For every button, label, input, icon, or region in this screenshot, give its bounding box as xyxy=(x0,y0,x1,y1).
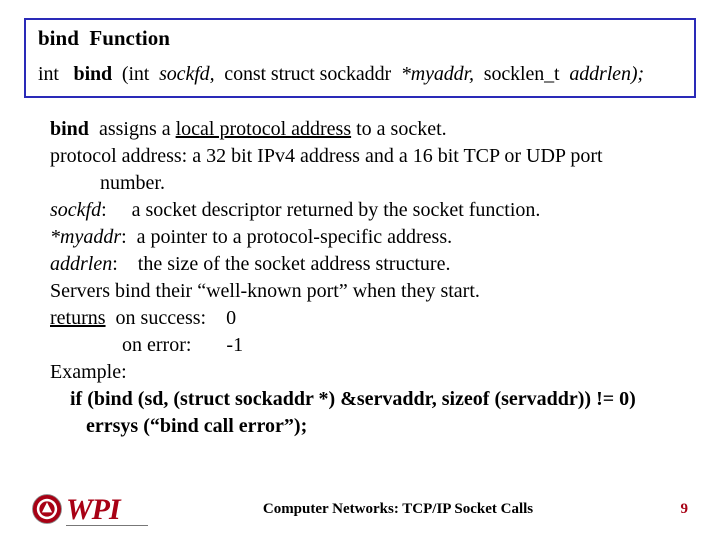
wpi-text: WPI xyxy=(66,493,148,527)
logo-wrap: WPI xyxy=(30,492,148,526)
l3-param: sockfd xyxy=(50,199,101,221)
l11-text: errsys (“bind call error”); xyxy=(86,415,307,437)
sig-mid2: socklen_t xyxy=(484,63,560,85)
line-10: if (bind (sd, (struct sockaddr *) &serva… xyxy=(50,386,696,413)
l7-u: returns xyxy=(50,307,106,329)
line-8: on error: -1 xyxy=(50,332,696,359)
function-signature: int bind (int sockfd, const struct socka… xyxy=(38,63,682,86)
footer-title: Computer Networks: TCP/IP Socket Calls xyxy=(148,501,648,518)
l6-b: bind xyxy=(115,280,151,302)
sig-mid1: const struct sockaddr xyxy=(224,63,391,85)
sig-open: (int xyxy=(122,63,149,85)
wpi-text-block: WPI xyxy=(66,493,148,526)
sig-fn: bind xyxy=(74,63,113,85)
body-content: bind assigns a local protocol address to… xyxy=(24,116,696,440)
l7-a: on success: 0 xyxy=(106,307,237,329)
sig-arg2: *myaddr, xyxy=(401,63,474,85)
l4-desc: : a pointer to a protocol-specific addre… xyxy=(121,226,452,248)
slide-container: bind Function int bind (int sockfd, cons… xyxy=(0,0,720,540)
l4-param: *myaddr xyxy=(50,226,121,248)
line-2b: number. xyxy=(50,170,696,197)
l5-desc: : the size of the socket address structu… xyxy=(112,253,450,275)
sig-ret: int xyxy=(38,63,59,85)
fn-name: bind xyxy=(38,26,79,50)
l5-param: addrlen xyxy=(50,253,112,275)
line-2: protocol address: a 32 bit IPv4 address … xyxy=(50,143,696,170)
fn-word-text: Function xyxy=(89,26,170,50)
l1-underline: local protocol address xyxy=(176,118,352,140)
line-6: Servers bind their “well-known port” whe… xyxy=(50,278,696,305)
l10-text: if (bind (sd, (struct sockaddr *) &serva… xyxy=(70,388,636,410)
l6-a: Servers xyxy=(50,280,115,302)
wpi-seal-icon xyxy=(30,492,64,526)
function-title-line: bind Function xyxy=(38,26,682,51)
line-9: Example: xyxy=(50,359,696,386)
page-number: 9 xyxy=(648,501,688,518)
sig-arg1: sockfd, xyxy=(159,63,214,85)
slide-footer: WPI Computer Networks: TCP/IP Socket Cal… xyxy=(0,492,720,526)
sig-arg3: addrlen); xyxy=(569,63,644,85)
line-5: addrlen: the size of the socket address … xyxy=(50,251,696,278)
line-4: *myaddr: a pointer to a protocol-specifi… xyxy=(50,224,696,251)
l3-desc: : a socket descriptor returned by the so… xyxy=(101,199,540,221)
line-3: sockfd: a socket descriptor returned by … xyxy=(50,197,696,224)
l1-c: to a socket. xyxy=(351,118,447,140)
l1-bold: bind xyxy=(50,118,89,140)
l1-a: assigns a xyxy=(99,118,176,140)
line-11: errsys (“bind call error”); xyxy=(50,413,696,440)
line-1: bind assigns a local protocol address to… xyxy=(50,116,696,143)
l6-c: their “well-known port” when they start. xyxy=(151,280,480,302)
function-title-box: bind Function int bind (int sockfd, cons… xyxy=(24,18,696,98)
line-7: returns on success: 0 xyxy=(50,305,696,332)
